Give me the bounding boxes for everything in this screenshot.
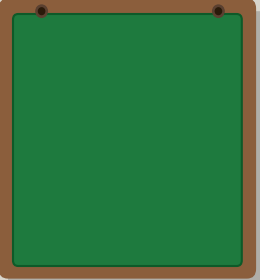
Text: V: V (123, 130, 131, 144)
Bar (93, 89, 129, 104)
Text: 1: 1 (69, 74, 74, 83)
Text: 2: 2 (114, 74, 120, 83)
Text: Kirchhoff's Voltage Law: Kirchhoff's Voltage Law (21, 31, 234, 46)
Text: V: V (105, 67, 112, 80)
Text: $\mathit{V} = \mathit{V}_1 + \mathit{V}_2 + \mathit{V}_3$: $\mathit{V} = \mathit{V}_1 + \mathit{V}_… (51, 216, 204, 237)
Bar (138, 89, 176, 104)
Text: V: V (58, 67, 67, 80)
Text: 3: 3 (160, 74, 166, 83)
Text: V: V (150, 67, 158, 80)
Bar (47, 89, 84, 104)
